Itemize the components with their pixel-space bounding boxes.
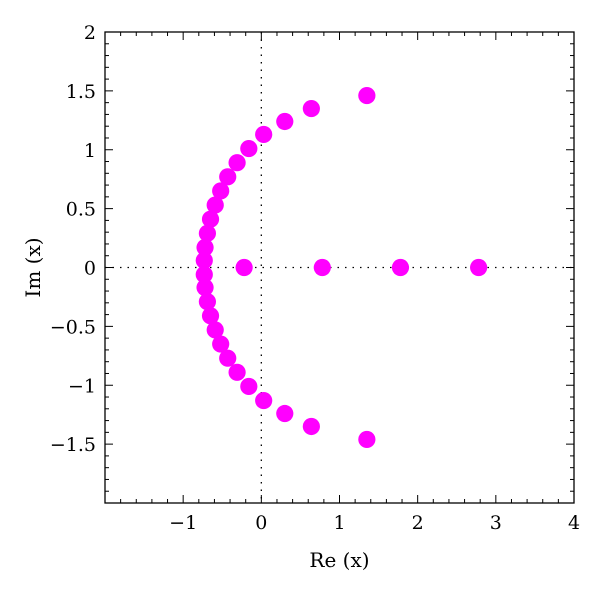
zero-lines: [105, 32, 574, 503]
y-tick-label: 1.5: [66, 81, 96, 103]
y-tick-label: 0: [84, 258, 96, 280]
data-point: [206, 196, 224, 214]
data-point: [470, 258, 488, 277]
data-point: [198, 293, 216, 311]
y-axis-label: Im (x): [21, 237, 45, 297]
data-point: [235, 258, 253, 277]
data-points: [195, 86, 488, 449]
data-point: [195, 265, 213, 284]
x-axis-label: Re (x): [309, 548, 369, 572]
data-point: [358, 86, 376, 105]
x-tick-label: −1: [169, 512, 197, 534]
y-tick-label: −1.5: [50, 434, 96, 456]
data-point: [302, 99, 320, 118]
data-point: [198, 224, 216, 242]
data-point: [212, 182, 230, 200]
data-point: [255, 391, 273, 410]
data-point: [196, 238, 214, 257]
data-point: [302, 417, 320, 436]
x-tick-label: 4: [568, 512, 580, 534]
y-tick-label: 0.5: [66, 199, 96, 221]
x-tick-label: 3: [490, 512, 502, 534]
data-point: [195, 251, 213, 270]
data-point: [240, 377, 258, 396]
data-point: [255, 125, 273, 144]
y-tick-label: −0.5: [50, 316, 96, 338]
x-tick-label: 1: [333, 512, 345, 534]
data-point: [212, 335, 230, 353]
data-point: [196, 278, 214, 297]
y-tick-label: 2: [84, 22, 96, 44]
x-tick-label: 2: [412, 512, 424, 534]
data-point: [391, 258, 410, 277]
plot-frame: [104, 31, 575, 504]
x-tick-label: 0: [255, 512, 267, 534]
data-point: [358, 430, 376, 449]
y-tick-label: −1: [68, 375, 96, 397]
data-point: [228, 363, 246, 381]
data-point: [219, 168, 237, 186]
data-point: [206, 321, 224, 339]
data-point: [313, 258, 331, 277]
y-tick-label: 1: [84, 140, 96, 162]
data-point: [228, 154, 246, 172]
data-point: [276, 112, 294, 131]
data-point: [219, 349, 237, 367]
tick-labels: −1 0 1 2 3 4 −1.5 −1 −0.5 0 0.5 1 1.5 2: [50, 22, 580, 534]
data-point: [201, 210, 220, 228]
data-point: [201, 307, 220, 325]
data-point: [276, 404, 294, 423]
data-point: [240, 139, 258, 158]
